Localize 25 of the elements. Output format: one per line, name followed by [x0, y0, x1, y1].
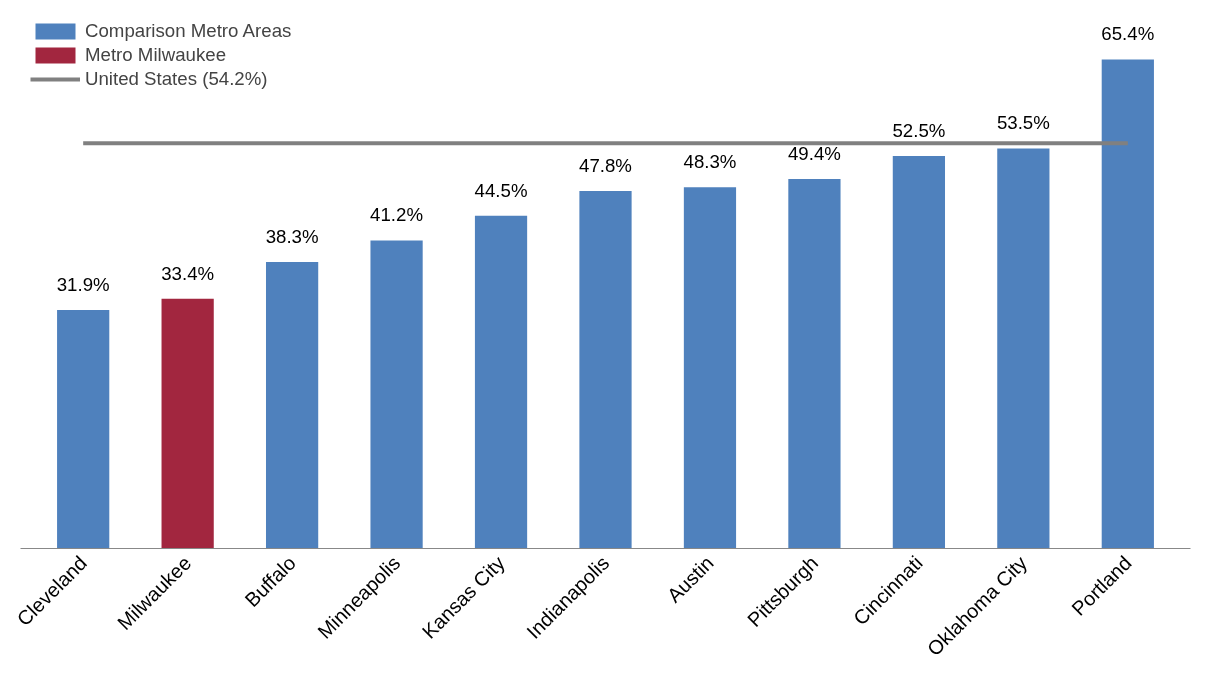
bar: [161, 298, 214, 549]
bar: [474, 215, 528, 549]
data-label: 31.9%: [56, 273, 110, 295]
legend-label: Comparison Metro Areas: [85, 20, 292, 42]
bar: [997, 148, 1050, 549]
data-label: 38.3%: [265, 226, 319, 248]
bar: [370, 240, 423, 549]
data-label: 65.4%: [1101, 23, 1155, 45]
data-label: 47.8%: [579, 155, 632, 177]
bar: [265, 262, 319, 549]
bar: [1101, 59, 1154, 549]
data-label: 48.3%: [683, 151, 737, 173]
data-label: 53.5%: [996, 112, 1050, 134]
data-label: 52.5%: [892, 119, 946, 141]
legend-label: Metro Milwaukee: [85, 44, 227, 66]
legend-label: United States (54.2%): [85, 68, 268, 90]
bar: [579, 191, 632, 549]
data-label: 44.5%: [474, 179, 528, 201]
bar: [892, 155, 946, 549]
data-label: 49.4%: [787, 143, 841, 165]
bar: [788, 179, 841, 549]
bar: [57, 309, 110, 549]
data-label: 41.2%: [370, 204, 424, 226]
bar: [683, 187, 737, 549]
data-label: 33.4%: [161, 262, 215, 284]
